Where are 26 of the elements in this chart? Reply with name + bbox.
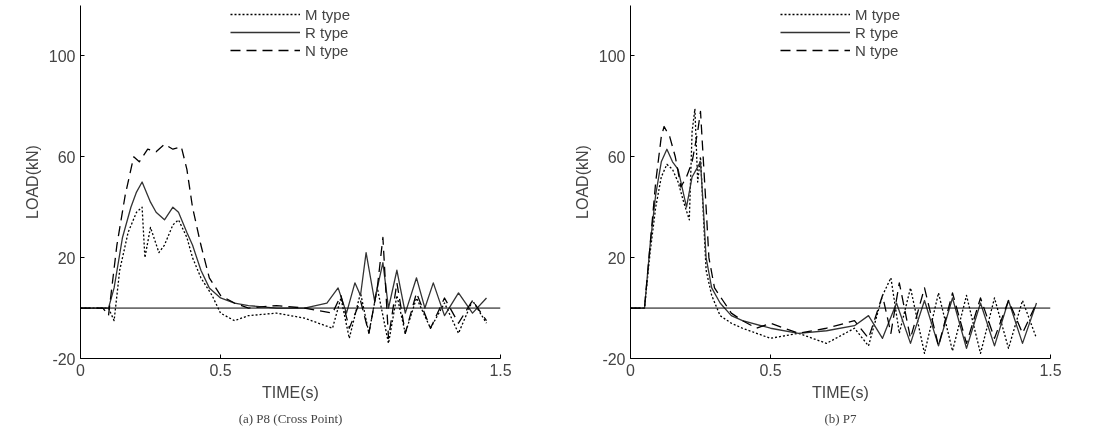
legend-label: M type bbox=[304, 5, 351, 23]
x-tick-label: 1.5 bbox=[1039, 361, 1062, 379]
x-axis-title: TIME(s) bbox=[262, 383, 319, 401]
legend-label: R type bbox=[304, 23, 349, 41]
y-tick-label: 20 bbox=[57, 249, 76, 267]
y-tick-label: 100 bbox=[48, 47, 76, 65]
y-tick-label: 60 bbox=[57, 148, 76, 166]
x-tick-label: 0.5 bbox=[209, 361, 232, 379]
legend-label: N type bbox=[304, 41, 349, 59]
y-tick-label: 60 bbox=[607, 148, 626, 166]
legend-label: R type bbox=[854, 23, 899, 41]
y-tick-label: 100 bbox=[598, 47, 626, 65]
text: (b) P7 bbox=[824, 410, 858, 426]
legend-label: M type bbox=[854, 5, 901, 23]
legend-label: N type bbox=[854, 41, 899, 59]
y-axis-title: LOAD(kN) bbox=[23, 145, 41, 219]
y-tick-label: 20 bbox=[607, 249, 626, 267]
x-axis-title: TIME(s) bbox=[812, 383, 869, 401]
y-tick-label: -20 bbox=[602, 350, 626, 368]
text: (a) P8 (Cross Point) bbox=[238, 410, 343, 426]
x-tick-label: 0 bbox=[626, 361, 636, 379]
x-tick-label: 0.5 bbox=[759, 361, 782, 379]
x-tick-label: 1.5 bbox=[489, 361, 512, 379]
y-axis-title: LOAD(kN) bbox=[573, 145, 591, 219]
x-tick-label: 0 bbox=[76, 361, 86, 379]
y-tick-label: -20 bbox=[52, 350, 76, 368]
